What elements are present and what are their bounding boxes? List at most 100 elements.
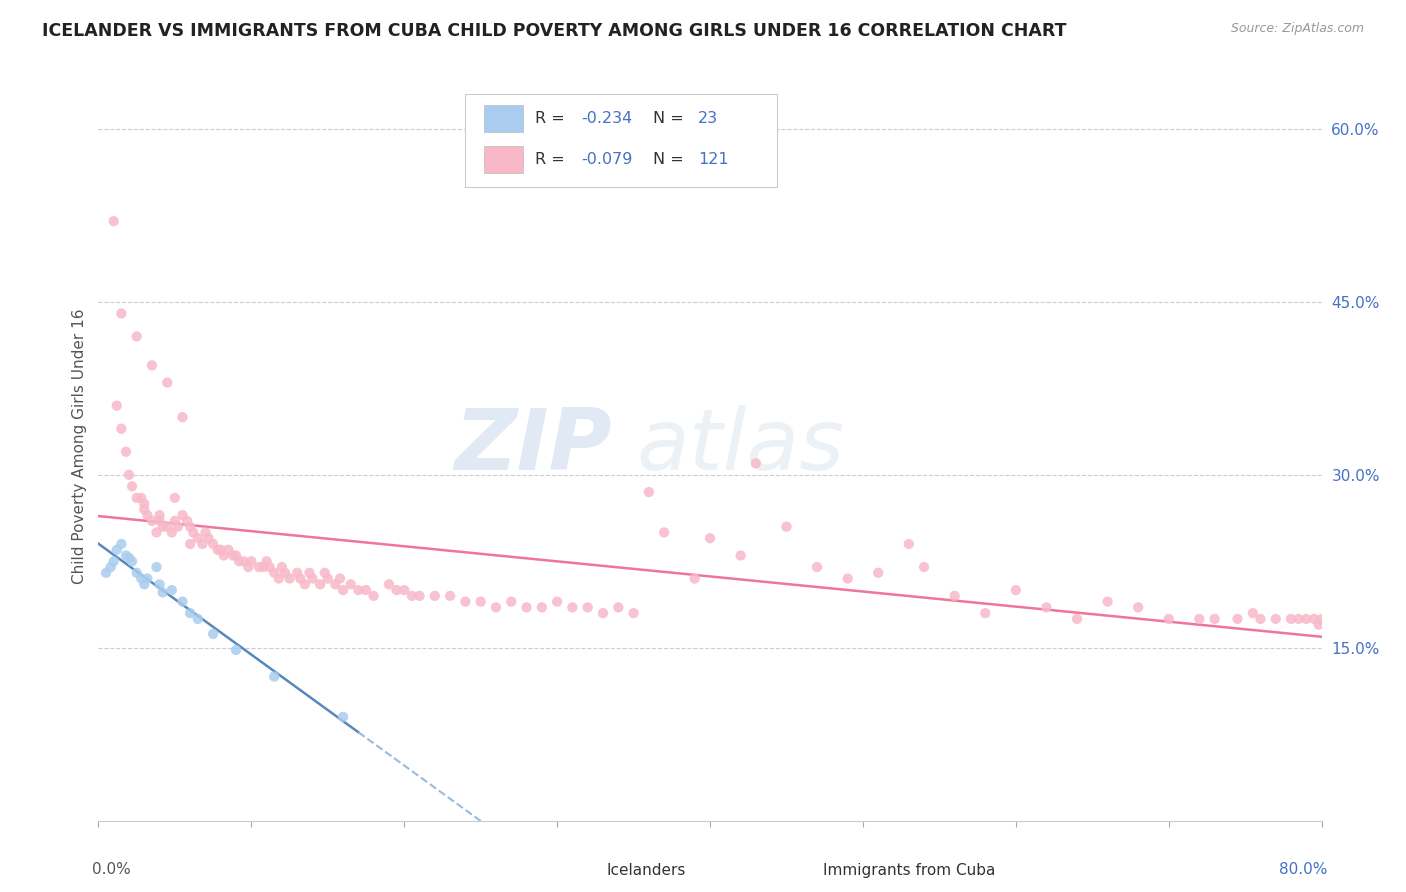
Point <box>607 600 630 615</box>
Point <box>167 519 190 533</box>
Point <box>191 537 214 551</box>
Point <box>1279 612 1302 626</box>
Point <box>270 560 292 574</box>
Point <box>100 560 122 574</box>
Point <box>121 554 143 568</box>
Point <box>1241 606 1264 620</box>
Point <box>485 600 508 615</box>
FancyBboxPatch shape <box>484 105 523 132</box>
Point <box>160 583 183 598</box>
Point <box>267 572 290 586</box>
Point <box>194 525 217 540</box>
Point <box>145 525 167 540</box>
Point <box>1303 612 1326 626</box>
Point <box>592 606 614 620</box>
Point <box>105 542 128 557</box>
Text: R =: R = <box>536 152 569 167</box>
Point <box>179 537 201 551</box>
Point <box>163 514 186 528</box>
FancyBboxPatch shape <box>778 861 814 883</box>
Point <box>172 410 194 425</box>
Text: 121: 121 <box>697 152 728 167</box>
Point <box>316 572 339 586</box>
Point <box>516 600 538 615</box>
FancyBboxPatch shape <box>564 861 600 883</box>
Point <box>1035 600 1057 615</box>
Point <box>136 508 159 523</box>
Point <box>149 577 172 591</box>
Point <box>207 542 229 557</box>
Text: R =: R = <box>536 112 569 126</box>
Point <box>247 560 270 574</box>
Point <box>141 359 163 373</box>
Point <box>134 502 156 516</box>
Point <box>149 508 172 523</box>
Point <box>217 542 239 557</box>
Point <box>115 549 138 563</box>
Point <box>105 399 128 413</box>
Point <box>897 537 920 551</box>
Point <box>263 669 285 683</box>
Point <box>1004 583 1026 598</box>
Point <box>332 583 354 598</box>
Point <box>149 514 172 528</box>
Point <box>121 479 143 493</box>
Point <box>546 594 568 608</box>
Point <box>179 519 201 533</box>
Point <box>868 566 890 580</box>
Point <box>806 560 828 574</box>
Point <box>837 572 859 586</box>
Point <box>637 485 661 500</box>
Point <box>110 306 132 320</box>
Text: Source: ZipAtlas.com: Source: ZipAtlas.com <box>1230 22 1364 36</box>
Point <box>1249 612 1271 626</box>
Point <box>202 537 225 551</box>
Text: 23: 23 <box>697 112 718 126</box>
Point <box>94 566 117 580</box>
Point <box>172 594 194 608</box>
Point <box>347 583 370 598</box>
Point <box>576 600 599 615</box>
Point <box>125 566 148 580</box>
Point <box>354 583 377 598</box>
Point <box>408 589 430 603</box>
Point <box>129 491 152 505</box>
Point <box>110 537 132 551</box>
Point <box>683 572 706 586</box>
Point <box>561 600 583 615</box>
Point <box>103 554 125 568</box>
Point <box>179 606 201 620</box>
Text: Icelanders: Icelanders <box>606 863 686 879</box>
FancyBboxPatch shape <box>484 145 523 172</box>
Point <box>176 514 198 528</box>
Point <box>134 497 156 511</box>
Point <box>238 560 260 574</box>
Point <box>1204 612 1226 626</box>
Point <box>943 589 966 603</box>
Point <box>530 600 553 615</box>
Point <box>1264 612 1286 626</box>
Point <box>392 583 416 598</box>
Point <box>1066 612 1088 626</box>
Point <box>294 577 316 591</box>
Point <box>136 572 159 586</box>
Point <box>1157 612 1180 626</box>
Point <box>730 549 752 563</box>
Text: atlas: atlas <box>637 404 845 488</box>
Text: ZIP: ZIP <box>454 404 612 488</box>
Text: 80.0%: 80.0% <box>1279 862 1327 877</box>
Point <box>423 589 446 603</box>
Point <box>202 627 225 641</box>
Point <box>240 554 263 568</box>
Point <box>623 606 645 620</box>
Point <box>745 456 768 470</box>
Point <box>699 531 721 545</box>
Point <box>339 577 361 591</box>
Point <box>974 606 997 620</box>
Point <box>1128 600 1150 615</box>
Point <box>181 525 204 540</box>
Text: ICELANDER VS IMMIGRANTS FROM CUBA CHILD POVERTY AMONG GIRLS UNDER 16 CORRELATION: ICELANDER VS IMMIGRANTS FROM CUBA CHILD … <box>42 22 1067 40</box>
Point <box>1188 612 1211 626</box>
Point <box>187 612 209 626</box>
Point <box>401 589 423 603</box>
